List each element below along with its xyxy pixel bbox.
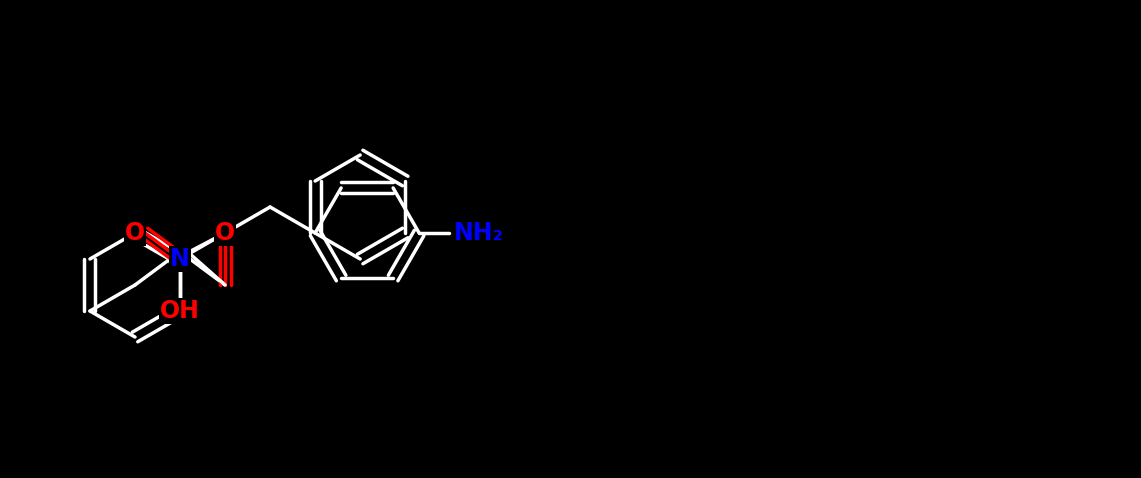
Text: O: O [170, 247, 191, 271]
Text: N: N [170, 247, 189, 271]
Text: O: O [124, 221, 145, 245]
Text: OH: OH [160, 299, 200, 323]
Text: O: O [215, 221, 235, 245]
Text: NH₂: NH₂ [454, 221, 504, 245]
